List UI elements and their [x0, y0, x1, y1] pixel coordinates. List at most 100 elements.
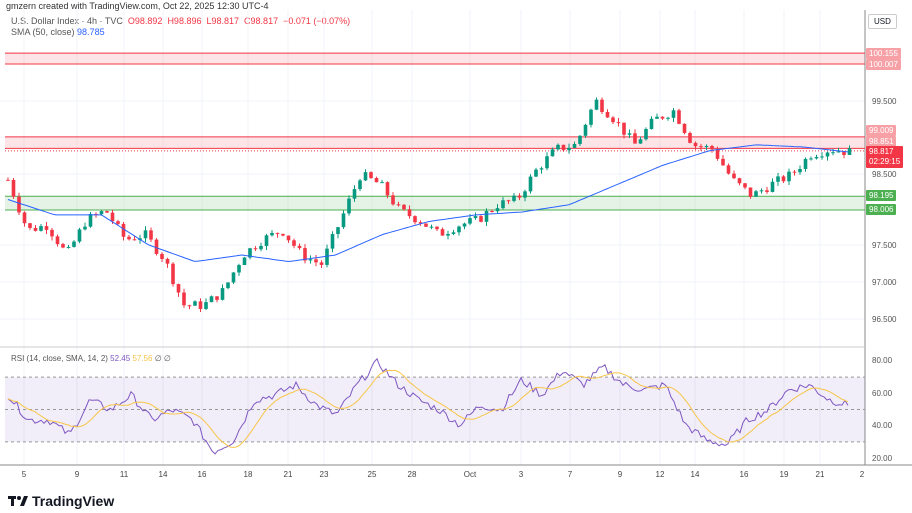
candle-body: [171, 263, 175, 285]
candle-body: [550, 149, 555, 157]
rsi-value: 52.45: [110, 354, 131, 363]
candle-body: [545, 156, 549, 169]
candle-body: [61, 244, 65, 248]
currency-button[interactable]: USD: [868, 14, 897, 29]
candle-body: [787, 171, 791, 182]
candle-body: [633, 133, 637, 144]
candle-body: [105, 211, 109, 213]
candle-body: [226, 282, 230, 289]
candle-body: [616, 122, 621, 124]
candle-body: [187, 305, 192, 307]
candle-body: [72, 241, 76, 247]
candle-body: [292, 240, 296, 246]
candle-body: [33, 227, 38, 231]
date-tick: 25: [367, 470, 377, 479]
sma-line: [7, 144, 849, 262]
candle-body: [242, 257, 247, 266]
zone-low-label: 98.851: [866, 136, 897, 147]
candle-body: [341, 213, 346, 228]
zone-high-label: 99.009: [866, 125, 897, 136]
candle-body: [682, 123, 687, 133]
rsi-sma-value: 57.56: [132, 354, 153, 363]
candle-body: [842, 151, 846, 155]
candle-body: [132, 239, 137, 241]
date-tick: Oct: [463, 470, 477, 479]
sma-value: 98.785: [77, 27, 105, 37]
candle-body: [209, 296, 214, 303]
candle-body: [22, 212, 27, 224]
support-low-label: 98.006: [866, 204, 897, 215]
candle-body: [39, 226, 43, 231]
resistance-zone: [5, 53, 865, 64]
resistance-high-label: 100.155: [866, 48, 901, 59]
symbol-name[interactable]: U.S. Dollar Index · 4h · TVC: [11, 16, 123, 26]
date-tick: 9: [617, 470, 623, 479]
candle-body: [677, 110, 681, 124]
candle-body: [314, 259, 318, 263]
candle-body: [473, 216, 478, 219]
candle-body: [369, 172, 373, 179]
date-tick: 12: [655, 470, 665, 479]
candle-body: [572, 143, 577, 148]
candle-body: [666, 117, 670, 119]
candle-body: [50, 229, 54, 237]
date-tick: 2: [859, 470, 865, 479]
candle-body: [671, 110, 676, 118]
rsi-extra: ∅ ∅: [154, 354, 171, 363]
candle-body: [380, 182, 384, 184]
rsi-legend[interactable]: RSI (14, close, SMA, 14, 2) 52.45 57.56 …: [11, 354, 171, 363]
rsi-line: [7, 357, 849, 455]
candle-body: [446, 233, 450, 236]
sma-legend[interactable]: SMA (50, close) 98.785: [11, 27, 105, 37]
date-tick: 11: [119, 470, 129, 479]
current-price: 98.817: [869, 147, 894, 156]
date-tick: 21: [815, 470, 825, 479]
candle-body: [28, 223, 32, 228]
candle-body: [710, 145, 714, 150]
candle-body: [303, 248, 307, 261]
candle-body: [237, 265, 241, 273]
candle-body: [583, 124, 588, 136]
candle-body: [627, 133, 632, 135]
date-tick: 16: [739, 470, 749, 479]
candle-body: [149, 230, 153, 240]
date-tick: 5: [21, 470, 27, 479]
candle-body: [127, 236, 131, 240]
candle-body: [193, 301, 197, 306]
candle-body: [325, 248, 329, 265]
open-value: O98.892: [127, 16, 163, 26]
candle-body: [638, 139, 643, 144]
candle-body: [567, 147, 571, 151]
candle-body: [528, 176, 533, 192]
candle-body: [517, 195, 522, 198]
candle-body: [264, 235, 269, 246]
candle-body: [776, 176, 780, 182]
candle-body: [77, 229, 82, 242]
candle-body: [154, 239, 159, 254]
date-tick: 7: [567, 470, 573, 479]
candle-body: [429, 226, 434, 228]
candle-body: [655, 116, 659, 119]
date-tick: 18: [243, 470, 253, 479]
sma-label: SMA (50, close): [11, 27, 75, 37]
candle-body: [836, 151, 841, 153]
candle-body: [204, 302, 208, 309]
price-tick: 96.500: [872, 315, 897, 324]
brand-name: TradingView: [32, 493, 115, 509]
candle-body: [17, 196, 21, 213]
candle-body: [275, 232, 280, 234]
rsi-tick: 20.00: [872, 454, 893, 463]
candle-body: [308, 259, 313, 261]
candle-body: [352, 189, 357, 199]
price-tick: 98.500: [872, 170, 897, 179]
candle-body: [88, 214, 93, 227]
candle-body: [605, 111, 610, 118]
candle-body: [297, 245, 302, 249]
tradingview-logo-icon: [8, 496, 28, 506]
candle-body: [660, 116, 665, 119]
candle-body: [693, 142, 698, 147]
tradingview-logo[interactable]: TradingView: [8, 493, 114, 509]
candle-body: [737, 178, 742, 184]
rsi-tick: 80.00: [872, 356, 893, 365]
